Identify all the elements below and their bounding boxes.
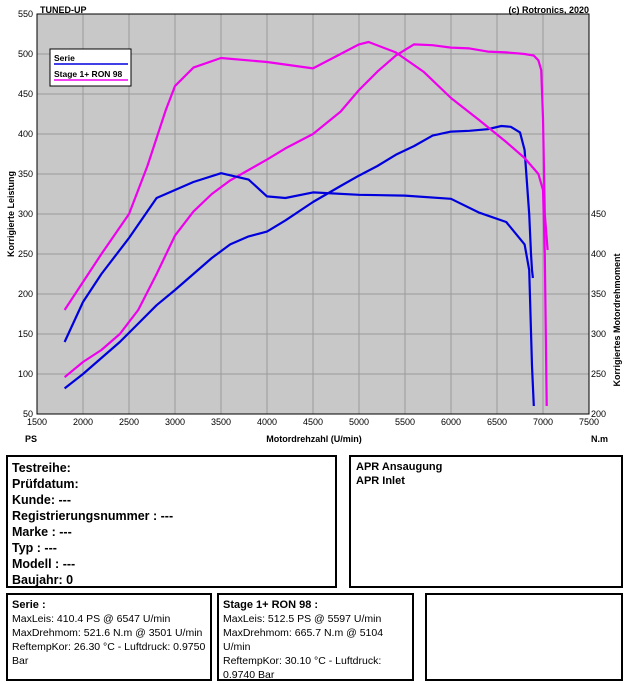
y-left-tick-label: 300 xyxy=(18,209,33,219)
x-tick-label: 7000 xyxy=(533,417,553,427)
stage1-maxleis: MaxLeis: 512.5 PS @ 5597 U/min xyxy=(223,613,382,625)
x-tick-label: 2000 xyxy=(73,417,93,427)
legend: Serie Stage 1+ RON 98 xyxy=(49,48,132,87)
y-axis-left-label: Korrigierte Leistung xyxy=(6,171,16,257)
serie-reftemp: ReftempKor: 26.30 °C - Luftdruck: 0.9750… xyxy=(12,641,206,667)
x-tick-label: 4000 xyxy=(257,417,277,427)
dyno-chart: 1500 2000 2500 3000 3500 4000 4500 5000 5500 6000… xyxy=(6,5,622,444)
y-left-tick-label: 250 xyxy=(18,249,33,259)
x-tick-label: 7500 xyxy=(579,417,599,427)
x-tick-label: 3000 xyxy=(165,417,185,427)
y-left-tick-label: 50 xyxy=(23,409,33,419)
grid-lines xyxy=(37,14,589,414)
x-tick-label: 3500 xyxy=(211,417,231,427)
plot-frame xyxy=(36,13,590,415)
apr-notes-box: APR Ansaugung APR Inlet xyxy=(349,455,623,588)
x-tick-label: 1500 xyxy=(27,417,47,427)
y-left-tick-label: 400 xyxy=(18,129,33,139)
y-right-tick-label: 350 xyxy=(591,289,606,299)
y-axis-right-label: Korrigiertes Motordrehmoment xyxy=(612,253,622,386)
x-tick-label: 6500 xyxy=(487,417,507,427)
legend-label-serie: Serie xyxy=(54,53,75,63)
legend-label-stage1: Stage 1+ RON 98 xyxy=(54,69,123,79)
y-left-tick-label: 500 xyxy=(18,49,33,59)
series-lines xyxy=(63,40,549,407)
baujahr-label: Baujahr: 0 xyxy=(12,573,74,587)
x-tick-label: 6000 xyxy=(441,417,461,427)
serie-stats-title: Serie : xyxy=(12,599,46,611)
axis-ticks: 1500 2000 2500 3000 3500 4000 4500 5000 5500 6000… xyxy=(18,9,606,427)
stage1-maxdrehmom: MaxDrehmom: 665.7 N.m @ 5104 U/min xyxy=(223,627,384,653)
serie-maxleis: MaxLeis: 410.4 PS @ 6547 U/min xyxy=(12,613,171,625)
y-left-tick-label: 350 xyxy=(18,169,33,179)
x-tick-label: 2500 xyxy=(119,417,139,427)
apr-line-2: APR Inlet xyxy=(356,475,405,487)
typ-label: Typ : --- xyxy=(12,541,57,555)
x-unit-left: PS xyxy=(25,434,37,444)
x-tick-label: 5500 xyxy=(395,417,415,427)
empty-notes-box xyxy=(425,593,623,681)
y-left-tick-label: 150 xyxy=(18,329,33,339)
series-line-serie-torque xyxy=(63,172,535,407)
stage1-stats-box: Stage 1+ RON 98 : MaxLeis: 512.5 PS @ 55… xyxy=(217,593,414,681)
y-left-tick-label: 450 xyxy=(18,89,33,99)
copyright-label: (c) Rotronics, 2020 xyxy=(508,5,589,15)
marke-label: Marke : --- xyxy=(12,525,72,539)
y-left-tick-label: 550 xyxy=(18,9,33,19)
testreihe-label: Testreihe: xyxy=(12,461,71,475)
registrierung-label: Registrierungsnummer : --- xyxy=(12,509,174,523)
x-axis-label: Motordrehzahl (U/min) xyxy=(266,434,362,444)
y-right-tick-label: 400 xyxy=(591,249,606,259)
y-right-tick-label: 200 xyxy=(591,409,606,419)
y-left-tick-label: 200 xyxy=(18,289,33,299)
x-tick-label: 5000 xyxy=(349,417,369,427)
kunde-label: Kunde: --- xyxy=(12,493,72,507)
modell-label: Modell : --- xyxy=(12,557,76,571)
series-line-serie-power xyxy=(63,124,534,390)
y-right-tick-label: 300 xyxy=(591,329,606,339)
y-right-tick-label: 450 xyxy=(591,209,606,219)
y-right-tick-label: 250 xyxy=(591,369,606,379)
pruefdatum-label: Prüfdatum: xyxy=(12,477,79,491)
stage1-reftemp: ReftempKor: 30.10 °C - Luftdruck: 0.9740… xyxy=(223,655,382,681)
vehicle-info-box: Testreihe: Prüfdatum: Kunde: --- Registr… xyxy=(6,455,337,588)
series-line-stage1-power xyxy=(63,43,549,379)
series-line-stage1-torque xyxy=(63,40,548,407)
y-left-tick-label: 100 xyxy=(18,369,33,379)
serie-stats-box: Serie : MaxLeis: 410.4 PS @ 6547 U/min M… xyxy=(6,593,212,681)
x-unit-right: N.m xyxy=(591,434,608,444)
stage1-stats-title: Stage 1+ RON 98 : xyxy=(223,599,319,611)
apr-line-1: APR Ansaugung xyxy=(356,461,443,473)
serie-maxdrehmom: MaxDrehmom: 521.6 N.m @ 3501 U/min xyxy=(12,627,203,639)
x-tick-label: 4500 xyxy=(303,417,323,427)
chart-title: TUNED-UP xyxy=(40,5,87,15)
